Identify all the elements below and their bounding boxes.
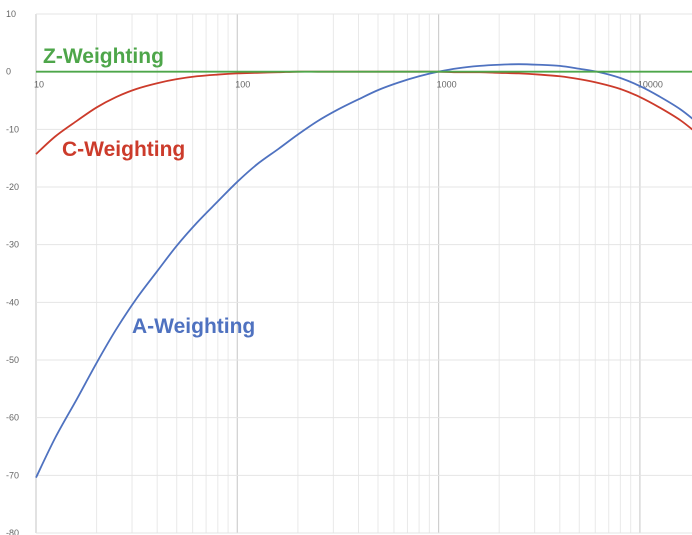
y-tick-label: -10 <box>6 124 19 134</box>
y-tick-label: 10 <box>6 9 16 19</box>
series-lines <box>36 64 692 477</box>
y-tick-label: -20 <box>6 182 19 192</box>
grid <box>36 14 692 533</box>
x-tick-label: 10000 <box>638 80 663 90</box>
y-tick-label: -40 <box>6 297 19 307</box>
y-tick-label: -60 <box>6 413 19 423</box>
series-label-c: C-Weighting <box>62 138 185 161</box>
y-tick-label: -80 <box>6 528 19 535</box>
series-labels: Z-Weighting C-Weighting A-Weighting <box>43 45 255 338</box>
x-tick-label: 1000 <box>437 80 457 90</box>
y-tick-label: 0 <box>6 67 11 77</box>
series-line-a-weighting <box>36 64 692 477</box>
y-tick-label: -30 <box>6 240 19 250</box>
series-label-z: Z-Weighting <box>43 45 164 68</box>
series-label-a: A-Weighting <box>132 315 255 338</box>
y-tick-label: -70 <box>6 470 19 480</box>
x-tick-label: 10 <box>34 80 44 90</box>
x-tick-label: 100 <box>235 80 250 90</box>
y-tick-label: -50 <box>6 355 19 365</box>
